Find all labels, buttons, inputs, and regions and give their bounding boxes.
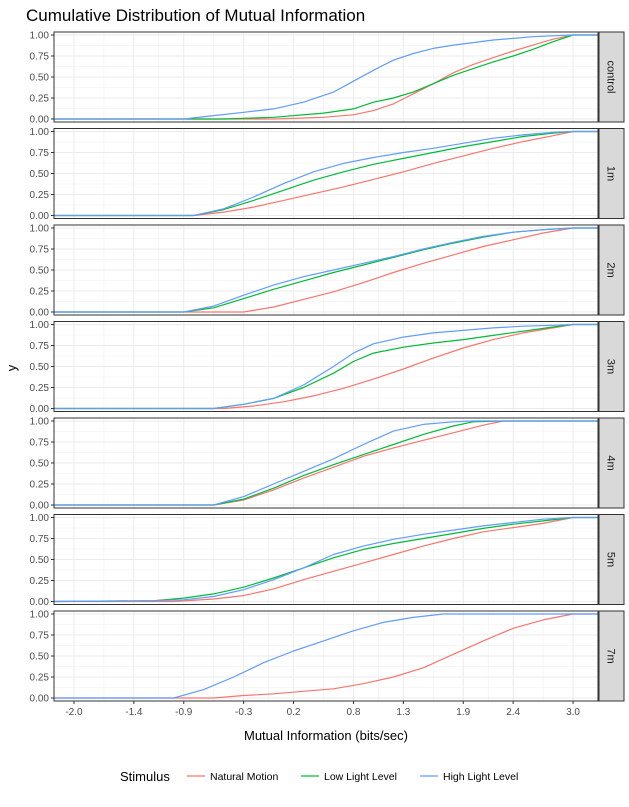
panel-5m: 0.00 0.25 0.50 0.75 1.00 5m bbox=[30, 513, 625, 608]
x-tick-label: -2.0 bbox=[65, 707, 83, 718]
panel-7m: 0.00 0.25 0.50 0.75 1.00 7m -2.0 -1.4 -0.9 -0.3 0.… bbox=[30, 610, 625, 718]
y-tick-label: 0.25 bbox=[30, 576, 50, 587]
y-tick-label: 0.75 bbox=[30, 52, 50, 63]
facet-strip-label: 2m bbox=[605, 262, 617, 277]
panels-layer: 0.000.250.500.751.00control0.000.250.500… bbox=[30, 31, 625, 718]
facet-strip bbox=[598, 128, 625, 219]
series-line-high-light-level bbox=[54, 613, 598, 699]
series-line-high-light-level bbox=[54, 130, 598, 217]
x-tick-label: -0.9 bbox=[175, 707, 193, 718]
x-tick-label: 1.9 bbox=[456, 707, 470, 718]
y-tick-label: 0.00 bbox=[30, 115, 50, 126]
y-tick-label: 1.00 bbox=[30, 127, 50, 138]
facet-strip bbox=[598, 610, 625, 702]
panel-control: 0.00 0.25 0.50 0.75 1.00 control bbox=[30, 31, 625, 126]
y-tick-label: 0.75 bbox=[30, 341, 50, 352]
y-tick-label: 0.50 bbox=[30, 362, 50, 373]
y-tick-label: 0.25 bbox=[30, 480, 50, 491]
y-tick-label: 0.50 bbox=[30, 73, 50, 84]
facet-strip-label: 1m bbox=[605, 166, 617, 181]
y-axis-title: y bbox=[4, 364, 19, 371]
series-line-natural-motion bbox=[54, 227, 598, 313]
facet-strip bbox=[598, 31, 625, 123]
panel-3m: 0.00 0.25 0.50 0.75 1.00 3m bbox=[30, 320, 625, 415]
series-line-natural-motion bbox=[54, 516, 598, 603]
y-tick-label: 0.75 bbox=[30, 534, 50, 545]
series-line-low-light-level bbox=[54, 420, 598, 506]
y-tick-label: 0.50 bbox=[30, 266, 50, 277]
y-tick-label: 0.25 bbox=[30, 383, 50, 394]
series-line-low-light-level bbox=[54, 130, 598, 217]
facet-strip-label: 5m bbox=[605, 552, 617, 567]
x-tick-label: 0.2 bbox=[287, 707, 301, 718]
series-line-natural-motion bbox=[54, 130, 598, 217]
y-tick-label: 0.00 bbox=[30, 501, 50, 512]
facet-strip bbox=[598, 224, 625, 316]
y-tick-label: 0.25 bbox=[30, 673, 50, 684]
panel-2m: 0.00 0.25 0.50 0.75 1.00 2m bbox=[30, 224, 625, 319]
series-line-natural-motion bbox=[54, 323, 598, 410]
x-tick-label: 3.0 bbox=[566, 707, 580, 718]
x-tick-label: 2.4 bbox=[506, 707, 520, 718]
legend: Stimulus Natural Motion Low Light Level Hi… bbox=[120, 769, 518, 784]
y-tick-label: 1.00 bbox=[30, 417, 50, 428]
y-tick-label: 0.25 bbox=[30, 94, 50, 105]
y-tick-label: 0.00 bbox=[30, 404, 50, 415]
panel-4m: 0.00 0.25 0.50 0.75 1.00 4m bbox=[30, 417, 625, 512]
x-tick-label: -0.3 bbox=[235, 707, 253, 718]
x-tick-label: 0.8 bbox=[346, 707, 360, 718]
y-tick-label: 0.50 bbox=[30, 555, 50, 566]
x-axis-title: Mutual Information (bits/sec) bbox=[244, 728, 408, 743]
legend-title: Stimulus bbox=[120, 769, 170, 784]
series-line-high-light-level bbox=[54, 420, 598, 506]
y-tick-label: 0.00 bbox=[30, 694, 50, 705]
y-tick-label: 0.00 bbox=[30, 308, 50, 319]
y-tick-label: 0.50 bbox=[30, 652, 50, 663]
series-line-low-light-level bbox=[54, 34, 598, 120]
legend-entry-label: High Light Level bbox=[443, 771, 518, 783]
chart-title: Cumulative Distribution of Mutual Inform… bbox=[26, 6, 365, 25]
y-tick-label: 0.75 bbox=[30, 148, 50, 159]
y-tick-label: 0.50 bbox=[30, 169, 50, 180]
y-tick-label: 0.75 bbox=[30, 631, 50, 642]
y-tick-label: 1.00 bbox=[30, 610, 50, 621]
facet-strip bbox=[598, 417, 625, 509]
y-tick-label: 0.75 bbox=[30, 245, 50, 256]
series-line-low-light-level bbox=[53, 516, 598, 603]
y-tick-label: 0.25 bbox=[30, 190, 50, 201]
series-line-natural-motion bbox=[54, 420, 598, 506]
y-tick-label: 0.00 bbox=[30, 211, 50, 222]
y-tick-label: 1.00 bbox=[30, 224, 50, 235]
series-line-natural-motion bbox=[54, 613, 598, 699]
facet-strip-label: 3m bbox=[605, 359, 617, 374]
legend-entry-label: Low Light Level bbox=[324, 771, 397, 783]
y-tick-label: 1.00 bbox=[30, 31, 50, 42]
y-tick-label: 0.25 bbox=[30, 287, 50, 298]
facet-strip bbox=[598, 321, 625, 412]
y-tick-label: 0.75 bbox=[30, 438, 50, 449]
x-tick-label: -1.4 bbox=[125, 707, 143, 718]
series-line-high-light-level bbox=[53, 516, 598, 603]
y-tick-label: 0.00 bbox=[30, 597, 50, 608]
facet-strip bbox=[598, 514, 625, 605]
x-tick-label: 1.3 bbox=[396, 707, 410, 718]
series-line-natural-motion bbox=[54, 34, 598, 120]
y-tick-label: 1.00 bbox=[30, 513, 50, 524]
series-line-high-light-level bbox=[54, 227, 598, 313]
facet-strip-label: control bbox=[605, 60, 617, 93]
panel-1m: 0.00 0.25 0.50 0.75 1.00 1m bbox=[30, 127, 625, 222]
series-line-high-light-level bbox=[54, 34, 598, 120]
facet-strip-label: 4m bbox=[605, 455, 617, 470]
legend-entry-label: Natural Motion bbox=[210, 771, 278, 783]
y-tick-label: 1.00 bbox=[30, 320, 50, 331]
series-line-high-light-level bbox=[54, 323, 598, 410]
facet-strip-label: 7m bbox=[605, 648, 617, 663]
y-tick-label: 0.50 bbox=[30, 459, 50, 470]
